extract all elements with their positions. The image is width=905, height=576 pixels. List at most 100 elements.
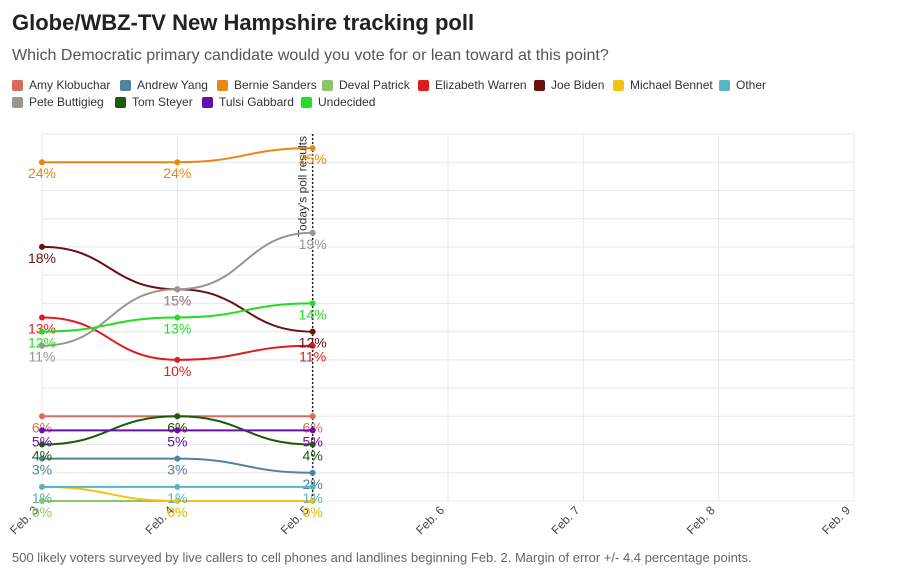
data-point	[39, 441, 45, 448]
data-label: 24%	[28, 165, 56, 181]
data-point	[174, 498, 181, 504]
legend-item-other[interactable]: Other	[719, 78, 766, 92]
legend-item-michael-bennet[interactable]: Michael Bennet	[613, 78, 713, 92]
data-point	[39, 455, 45, 462]
legend-label: Deval Patrick	[339, 78, 410, 92]
data-label: 18%	[28, 250, 56, 266]
legend-swatch	[12, 96, 23, 108]
data-point	[39, 328, 45, 335]
legend-item-joe-biden[interactable]: Joe Biden	[534, 78, 604, 92]
chart-title: Globe/WBZ-TV New Hampshire tracking poll	[12, 10, 475, 35]
data-label: 19%	[299, 236, 327, 252]
data-point	[174, 483, 181, 490]
data-point	[39, 243, 45, 250]
x-tick-label: Feb. 7	[548, 503, 582, 537]
data-label: 5%	[32, 433, 52, 449]
data-label: 0%	[32, 504, 52, 520]
data-point	[309, 498, 316, 504]
data-label: 0%	[167, 504, 187, 520]
data-label: 1%	[167, 490, 187, 506]
data-point	[309, 469, 316, 476]
data-point	[174, 356, 181, 363]
data-label: 1%	[303, 490, 323, 506]
series-pete-buttigieg: 11% 15% 19%	[29, 229, 327, 365]
data-label: 10%	[163, 363, 191, 379]
data-point	[39, 413, 45, 420]
data-label: 5%	[303, 433, 323, 449]
data-point	[309, 229, 316, 236]
legend-item-pete-buttigieg[interactable]: Pete Buttigieg	[12, 95, 104, 109]
series-michael-bennet: 1%0% 0%	[32, 483, 323, 520]
legend-item-deval-patrick[interactable]: Deval Patrick	[322, 78, 410, 92]
data-point	[39, 498, 45, 504]
legend-swatch	[115, 96, 126, 108]
series-joe-biden: 18% 15% 12%	[28, 243, 327, 351]
data-label: 15%	[163, 292, 191, 308]
data-point	[174, 159, 181, 166]
legend-item-amy-klobuchar[interactable]: Amy Klobuchar	[12, 78, 110, 92]
legend-swatch	[217, 79, 228, 91]
data-point	[39, 314, 45, 321]
legend-label: Tulsi Gabbard	[219, 95, 294, 109]
data-label: 12%	[28, 335, 56, 351]
data-label: 0%	[303, 504, 323, 520]
legend-label: Other	[736, 78, 767, 92]
data-point	[309, 328, 316, 335]
legend-item-elizabeth-warren[interactable]: Elizabeth Warren	[418, 78, 527, 92]
data-point	[309, 145, 316, 152]
legend-swatch	[719, 79, 730, 91]
data-point	[174, 314, 181, 321]
legend-item-undecided[interactable]: Undecided	[301, 95, 375, 109]
data-label: 1%	[32, 490, 52, 506]
data-point	[174, 286, 181, 293]
x-tick-label: Feb. 6	[413, 503, 447, 537]
data-point	[174, 413, 181, 420]
legend-item-andrew-yang[interactable]: Andrew Yang	[120, 78, 208, 92]
data-label: 3%	[32, 462, 52, 478]
data-label: 12%	[299, 335, 327, 351]
data-point	[309, 413, 316, 420]
legend-label: Michael Bennet	[630, 78, 713, 92]
legend-swatch	[534, 79, 545, 91]
series-undecided: 12% 13% 14%	[28, 300, 327, 351]
data-point	[39, 159, 45, 166]
series-andrew-yang: 3% 3%2%	[32, 455, 323, 492]
legend-label: Andrew Yang	[137, 78, 208, 92]
legend-item-bernie-sanders[interactable]: Bernie Sanders	[217, 78, 317, 92]
data-label: 0%	[167, 504, 187, 520]
data-point	[309, 441, 316, 448]
data-label: 1%	[32, 490, 52, 506]
legend-label: Pete Buttigieg	[29, 95, 104, 109]
legend-swatch	[613, 79, 624, 91]
data-label: 11%	[299, 349, 326, 365]
legend-label: Joe Biden	[551, 78, 605, 92]
legend-item-tom-steyer[interactable]: Tom Steyer	[115, 95, 193, 109]
legend-swatch	[301, 96, 312, 108]
data-label: 13%	[163, 321, 191, 337]
series-tulsi-gabbard: 5% 5% 5%	[32, 427, 323, 449]
data-label: 5%	[167, 433, 187, 449]
legend-item-tulsi-gabbard[interactable]: Tulsi Gabbard	[202, 95, 294, 109]
x-tick-label: Feb. 9	[819, 503, 853, 537]
legend-swatch	[202, 96, 213, 108]
legend-swatch	[322, 79, 333, 91]
data-label: 25%	[299, 151, 327, 167]
legend-label: Tom Steyer	[132, 95, 193, 109]
chart-subtitle: Which Democratic primary candidate would…	[12, 47, 609, 64]
data-label: 4%	[303, 448, 323, 464]
data-point	[39, 342, 45, 349]
data-label: 24%	[163, 165, 191, 181]
data-point	[309, 483, 316, 490]
data-label: 14%	[299, 306, 327, 322]
data-point	[309, 342, 316, 349]
data-point	[39, 427, 45, 434]
series-bernie-sanders: 24% 24% 25%	[28, 145, 327, 181]
data-label: 4%	[32, 448, 52, 464]
series-other: 1% 1% 1%	[32, 483, 323, 506]
series-elizabeth-warren: 13% 10% 11%	[28, 314, 326, 379]
data-label: 15%	[163, 292, 191, 308]
data-point	[174, 455, 181, 462]
data-point	[39, 483, 45, 490]
legend-swatch	[418, 79, 429, 91]
